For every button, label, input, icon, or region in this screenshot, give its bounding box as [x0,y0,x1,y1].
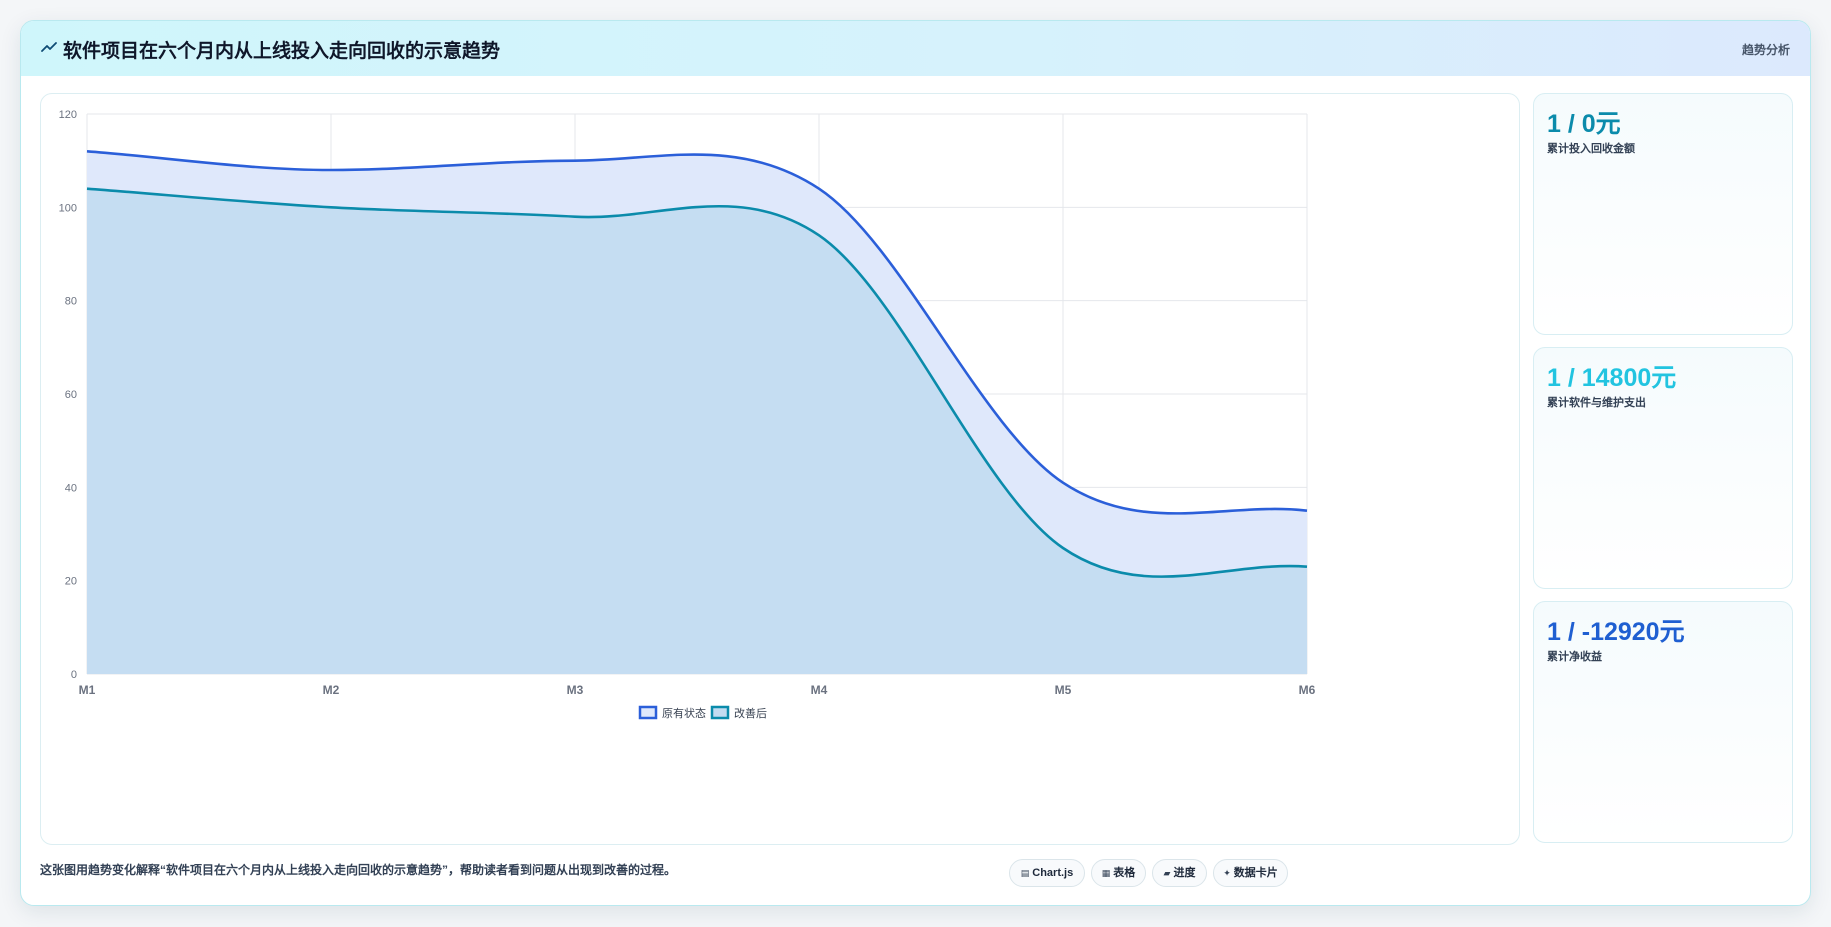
x-tick-label: M5 [1055,683,1072,697]
legend-label-0: 原有状态 [662,706,706,720]
legend-label-1: 改善后 [734,706,767,720]
chip-label: 进度 [1173,867,1196,879]
stat-label-expense: 累计软件与维护支出 [1547,397,1646,409]
chart-card: 软件项目在六个月内从上线投入走向回收的示意趋势 趋势分析 0 20 40 60 80 10… [20,20,1811,906]
y-tick-label: 120 [59,109,77,121]
chip-label: 数据卡片 [1233,867,1278,879]
x-tick-label: M1 [79,683,96,697]
series-line-improved [86,187,1308,578]
chart-icon: ▤ [1020,868,1030,878]
legend-swatch-1 [710,705,730,720]
stat-value-net: 1 / -12920元 [1547,618,1685,646]
x-tick-label: M6 [1299,683,1316,697]
series-line-original [86,150,1308,515]
chip-chartjs[interactable]: ▤ Chart.js [1009,859,1085,887]
chip-progress[interactable]: ▰ 进度 [1152,859,1207,887]
x-tick-label: M3 [567,683,584,697]
trend-icon [41,42,57,52]
y-tick-label: 20 [65,576,77,588]
y-tick-label: 0 [71,669,77,681]
y-tick-label: 100 [59,202,77,214]
stat-value-recovered: 1 / 0元 [1547,110,1621,138]
card-header: 软件项目在六个月内从上线投入走向回收的示意趋势 趋势分析 [21,21,1810,76]
stat-card-net: 1 / -12920元 累计净收益 [1533,601,1793,843]
chip-label: 表格 [1113,867,1136,879]
legend-swatch-0 [638,705,658,720]
trend-analysis-tag: 趋势分析 [1741,43,1790,57]
chart-caption: 这张图用趋势变化解释“软件项目在六个月内从上线投入走向回收的示意趋势”，帮助读者… [40,863,677,877]
stat-value-expense: 1 / 14800元 [1547,364,1677,392]
x-tick-label: M2 [323,683,340,697]
y-tick-label: 40 [65,482,77,494]
card-icon: ✦ [1223,868,1231,878]
stat-card-recovered: 1 / 0元 累计投入回收金额 [1533,93,1793,335]
y-tick-label: 60 [65,389,77,401]
x-tick-label: M4 [811,683,828,697]
table-icon: ▦ [1101,868,1111,878]
area-chart: 0 20 40 60 80 100 120 M1 M2 M3 M4 M5 M6 原有状态 改善后 [59,109,1316,720]
series-area-improved [87,188,1307,674]
chart-panel: 0 20 40 60 80 100 120 M1 M2 M3 M4 M5 M6 原有状态 改善后 [40,93,1520,845]
chip-label: Chart.js [1032,867,1074,879]
page-title: 软件项目在六个月内从上线投入走向回收的示意趋势 [63,41,501,62]
stat-label-net: 累计净收益 [1547,651,1602,663]
stat-card-expense: 1 / 14800元 累计软件与维护支出 [1533,347,1793,589]
chip-table[interactable]: ▦ 表格 [1091,859,1146,887]
progress-icon: ▰ [1163,868,1171,878]
chip-data-card[interactable]: ✦ 数据卡片 [1213,859,1288,887]
y-tick-label: 80 [65,296,77,308]
stat-label-recovered: 累计投入回收金额 [1547,143,1635,155]
